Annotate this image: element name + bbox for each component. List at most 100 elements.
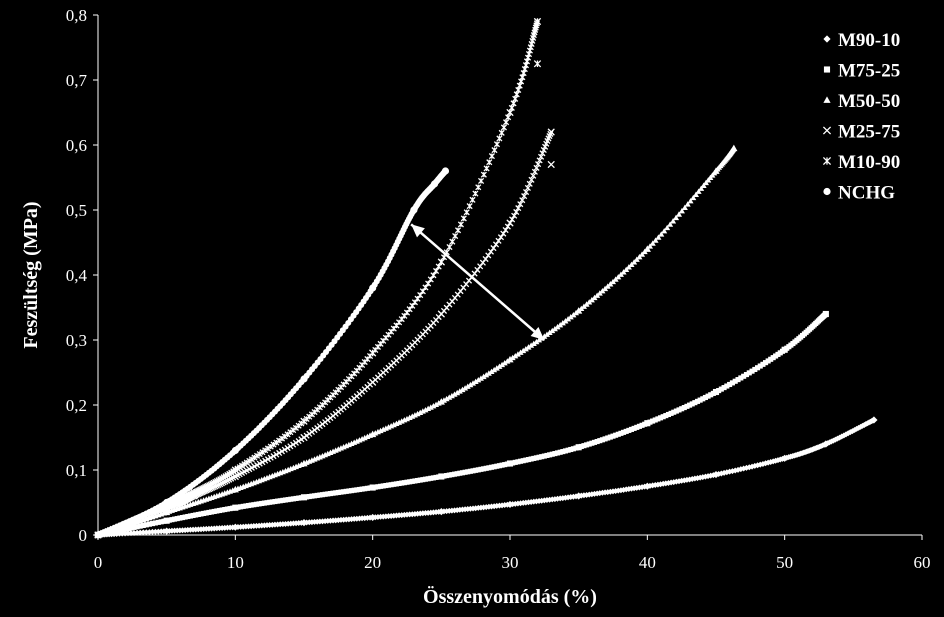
trail-marker (404, 479, 410, 485)
trail-marker (478, 177, 485, 185)
trail-marker (211, 508, 217, 515)
trail-marker (483, 165, 490, 172)
trail-marker (692, 191, 699, 197)
trail-marker (370, 485, 376, 491)
trail-marker (443, 395, 450, 402)
trail-marker (517, 201, 524, 208)
trail-marker (465, 469, 471, 475)
trail-marker (287, 443, 294, 450)
trail-marker (457, 221, 464, 228)
trail-marker (460, 215, 467, 222)
trail-marker (515, 205, 522, 212)
trail-marker (137, 523, 143, 529)
trail-marker (522, 345, 529, 352)
y-tick-label: 0,4 (66, 266, 88, 285)
trail-marker (230, 505, 236, 511)
trail-marker (678, 207, 685, 214)
trail-marker (594, 438, 600, 445)
y-tick-label: 0,2 (66, 396, 87, 415)
trail-marker (273, 451, 280, 458)
trail-marker (565, 447, 571, 453)
trail-marker (684, 201, 691, 207)
trail-marker (708, 392, 714, 398)
trail-marker (451, 391, 458, 397)
trail-marker (615, 431, 621, 437)
trail-marker (713, 389, 719, 395)
trail-marker (444, 473, 450, 479)
trail-marker (214, 508, 220, 514)
trail-marker (219, 507, 225, 513)
trail-marker (161, 518, 167, 524)
trail-marker (626, 427, 632, 433)
trail-marker (650, 418, 656, 424)
x-tick-label: 0 (94, 553, 103, 572)
trail-marker (467, 468, 473, 474)
trail-marker (427, 404, 434, 410)
trail-marker (227, 506, 233, 512)
trail-marker (618, 430, 624, 436)
trail-marker (684, 403, 690, 409)
legend-label: M90-10 (838, 30, 900, 51)
trail-marker (454, 471, 460, 477)
trail-marker (521, 193, 528, 200)
trail-marker (440, 397, 447, 403)
trail-marker (343, 488, 349, 494)
y-tick-label: 0,7 (66, 71, 88, 90)
trail-marker (446, 472, 452, 478)
x-tick-label: 40 (639, 553, 656, 572)
trail-marker (166, 517, 172, 523)
trail-marker (560, 449, 566, 455)
trail-marker (435, 400, 442, 406)
trail-marker (499, 361, 506, 368)
trail-marker (557, 449, 563, 455)
trail-marker (494, 463, 500, 469)
trail-marker (116, 527, 122, 534)
trail-marker (655, 234, 662, 240)
trail-marker (752, 366, 758, 372)
legend-item-m10-90: M10-90 (822, 152, 900, 173)
trail-marker (477, 375, 484, 381)
trail-marker (496, 135, 503, 142)
trail-marker (436, 474, 442, 480)
trail-marker (673, 214, 680, 221)
trail-marker (496, 363, 503, 369)
trail-marker (730, 145, 737, 151)
trail-marker (649, 240, 656, 246)
trail-marker (549, 327, 556, 334)
trail-marker (383, 482, 389, 489)
trail-marker (232, 505, 238, 511)
trail-marker (327, 491, 333, 497)
trail-marker (491, 147, 498, 154)
trail-marker (584, 442, 590, 448)
trail-marker (718, 386, 724, 392)
trail-marker (655, 416, 661, 422)
trail-marker (522, 188, 530, 196)
trail-marker (743, 372, 750, 378)
trail-marker (425, 476, 431, 482)
trail-marker (319, 492, 326, 498)
x-tick-label: 20 (364, 553, 381, 572)
trail-marker (243, 503, 249, 509)
trail-marker (182, 514, 188, 520)
trail-marker (749, 368, 755, 374)
trail-marker (446, 394, 453, 400)
trail-marker (457, 470, 463, 476)
trail-marker (422, 476, 429, 482)
trail-marker (694, 398, 701, 404)
trail-marker (531, 168, 538, 175)
trail-marker (293, 495, 299, 502)
legend-item-nchg: NCHG (823, 183, 895, 204)
trail-marker (528, 342, 535, 348)
legend-marker (823, 35, 831, 43)
y-tick-label: 0,1 (66, 461, 87, 480)
trail-marker (472, 378, 479, 385)
trail-marker (470, 468, 476, 474)
trail-marker (462, 385, 469, 391)
trail-marker (482, 255, 489, 263)
trail-marker (486, 159, 493, 166)
trail-marker (475, 376, 482, 383)
trail-marker (541, 453, 547, 459)
trail-marker (676, 211, 683, 217)
trail-marker (586, 441, 592, 447)
trail-marker (433, 401, 440, 407)
